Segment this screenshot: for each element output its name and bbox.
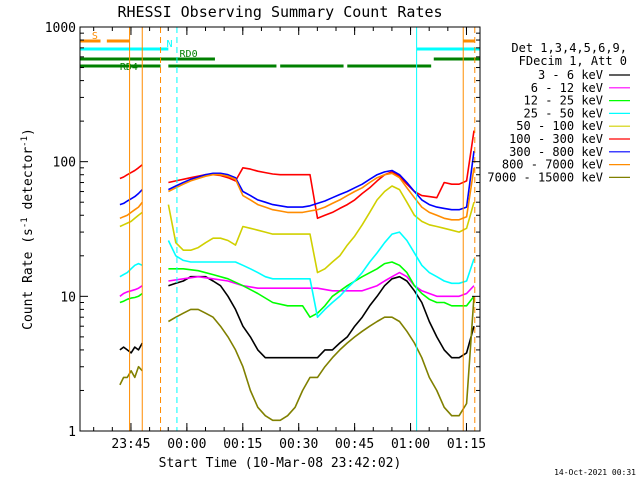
y-axis-label-exponent: -1 — [20, 217, 30, 228]
status-bar-label: S — [92, 31, 98, 42]
status-bar-label: RD4 — [120, 62, 138, 73]
series-line — [167, 231, 475, 319]
series-line — [168, 167, 475, 221]
series-line — [119, 164, 143, 180]
series-line — [167, 185, 475, 274]
y-axis-label-part: ) — [21, 128, 36, 136]
chart-title: RHESSI Observing Summary Count Rates — [117, 3, 442, 21]
legend-entry-label: 50 - 100 keV — [516, 119, 603, 133]
x-tick-label: 00:00 — [167, 437, 206, 452]
status-bar-label: N — [166, 39, 172, 50]
series-line — [119, 292, 143, 304]
legend-entry-label: 800 - 7000 keV — [502, 158, 603, 172]
status-bar-label: RD0 — [180, 49, 198, 60]
plot-frame — [79, 26, 481, 432]
series-line — [168, 271, 475, 298]
data-series — [119, 130, 475, 422]
series-line — [119, 262, 143, 278]
y-tick-label: 1 — [68, 425, 76, 440]
series-line — [167, 296, 475, 422]
x-tick-label: 00:30 — [279, 437, 318, 452]
series-line — [168, 275, 475, 359]
x-axis-label: Start Time (10-Mar-08 23:42:02) — [159, 456, 402, 471]
x-axis: 23:45 00:00 00:15 00:30 00:45 01:00 01:15 — [93, 27, 486, 452]
generation-timestamp: 14-Oct-2021 00:31 — [554, 468, 636, 477]
legend-entry-label: 7000 - 15000 keV — [487, 170, 603, 184]
series-line — [168, 150, 475, 211]
y-axis-label-part: detector — [21, 147, 36, 218]
legend-entry-label: 3 - 6 keV — [538, 68, 603, 82]
legend-entry-label: 100 - 300 keV — [509, 132, 603, 146]
legend-entry-label: 300 - 800 keV — [509, 145, 603, 159]
y-axis-label: Count Rate (s-1 detector-1) — [20, 128, 36, 330]
y-axis-label-exponent: -1 — [20, 136, 30, 147]
y-tick-label: 1000 — [45, 21, 76, 36]
x-tick-label: 00:15 — [223, 437, 262, 452]
x-tick-label: 00:45 — [335, 437, 374, 452]
x-tick-label: 01:00 — [391, 437, 430, 452]
series-line — [119, 189, 143, 206]
series-line — [119, 211, 143, 228]
x-tick-label: 23:45 — [111, 437, 150, 452]
series-line — [119, 342, 144, 354]
x-tick-label: 01:15 — [447, 437, 486, 452]
legend-entry-label: 12 - 25 keV — [524, 94, 603, 108]
legend-entry-label: 25 - 50 keV — [524, 106, 603, 120]
y-tick-label: 100 — [53, 156, 76, 171]
series-line — [119, 201, 143, 220]
y-axis-label-part: Count Rate (s — [21, 228, 36, 330]
series-line — [119, 285, 143, 297]
legend-header: FDecim 1, Att 0 — [519, 54, 627, 68]
y-axis: 1 10 100 1000 — [45, 21, 480, 440]
legend-header: Det 1,3,4,5,6,9, — [511, 41, 627, 55]
y-tick-label: 10 — [60, 290, 76, 305]
legend: Det 1,3,4,5,6,9,FDecim 1, Att 03 - 6 keV… — [487, 41, 630, 184]
status-bars: S N RD0 RD4 — [80, 31, 480, 73]
legend-entry-label: 6 - 12 keV — [531, 81, 603, 95]
attenuator-markers — [129, 27, 476, 431]
series-line — [119, 365, 143, 386]
